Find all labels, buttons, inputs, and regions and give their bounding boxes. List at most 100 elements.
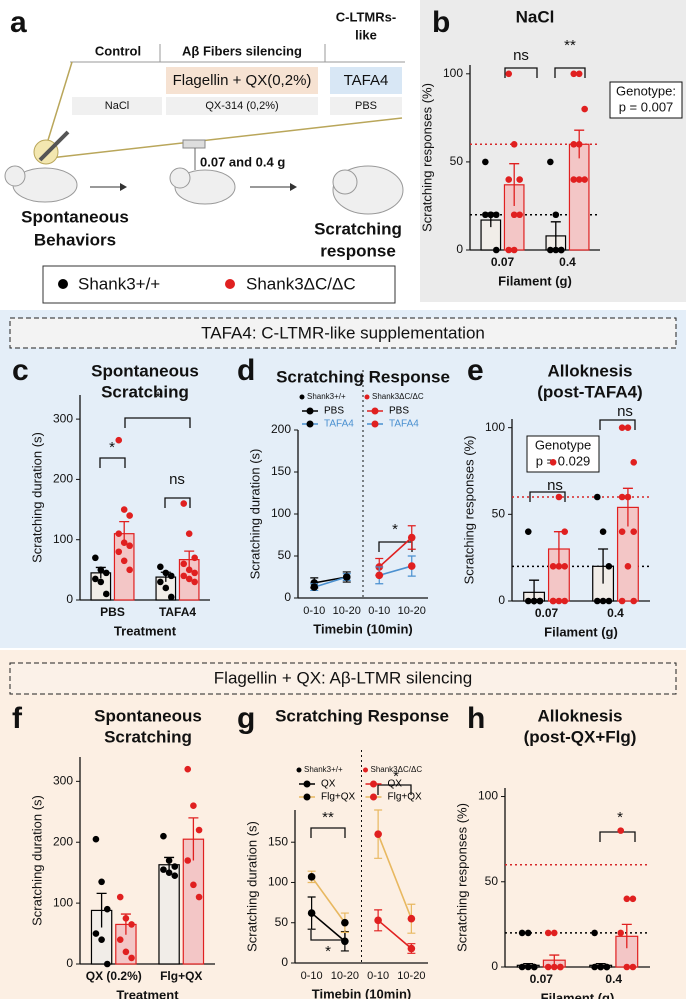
- data-point: [160, 832, 167, 840]
- data-point: [544, 963, 552, 971]
- significance-label: ns: [169, 471, 185, 488]
- data-point: [122, 948, 130, 956]
- x-axis-label: Filament (g): [544, 624, 618, 639]
- legend-group: Shank3+/+: [307, 392, 346, 401]
- line: [311, 912, 346, 942]
- data-point: [505, 176, 513, 183]
- data-point: [120, 557, 128, 565]
- significance-bracket: [529, 491, 566, 502]
- significance-bracket: [377, 784, 412, 795]
- zoom-line: [49, 117, 403, 159]
- control: NaCl: [105, 100, 129, 112]
- data-point: [597, 963, 604, 971]
- marker: [374, 916, 382, 925]
- x-tick-label: PBS: [100, 605, 125, 619]
- data-point: [191, 578, 198, 586]
- stat-text: p = 0.007: [619, 99, 674, 114]
- line: [377, 833, 413, 920]
- legend-marker: [306, 407, 314, 415]
- data-point: [630, 459, 638, 466]
- data-point: [516, 176, 523, 183]
- data-point: [98, 936, 105, 943]
- marker: [407, 533, 416, 542]
- data-point: [547, 158, 554, 166]
- data-point: [180, 560, 188, 568]
- data-point: [544, 929, 552, 937]
- marker: [341, 918, 349, 927]
- legend-group: Shank3ΔC/ΔC: [371, 765, 423, 774]
- error-bar: [549, 954, 560, 966]
- line: [378, 536, 413, 568]
- data-point: [510, 211, 518, 219]
- section-banner: [9, 662, 677, 695]
- chart-title: (post-TAFA4): [537, 382, 642, 401]
- data-point: [599, 528, 607, 535]
- marker: [375, 571, 384, 580]
- data-point: [618, 528, 626, 535]
- data-point: [552, 246, 560, 254]
- treatment: Flagellin + QX(0,2%): [173, 72, 312, 89]
- data-point: [190, 881, 197, 889]
- data-point: [510, 140, 518, 148]
- error-bar: [550, 221, 561, 250]
- x-tick-label: 0.4: [605, 972, 622, 986]
- legend-marker: [364, 394, 370, 400]
- x-axis-label: Timebin (10min): [313, 621, 412, 636]
- legend-marker: [303, 780, 311, 788]
- line: [314, 576, 347, 588]
- significance-label: *: [392, 521, 398, 538]
- data-point: [605, 563, 613, 570]
- data-point: [618, 597, 626, 605]
- significance-bracket: [124, 417, 191, 428]
- data-point: [623, 963, 631, 971]
- data-point: [524, 528, 532, 535]
- y-tick-label: 100: [53, 532, 73, 546]
- significance-bracket: [310, 827, 346, 838]
- x-tick-label: Flg+QX: [160, 969, 202, 983]
- data-point: [518, 929, 526, 937]
- legend-label: Flg+QX: [388, 792, 423, 803]
- legend-label: PBS: [389, 406, 409, 417]
- data-point: [618, 493, 626, 501]
- stat-text: Genotype: [535, 437, 591, 452]
- significance-label: *: [617, 809, 623, 826]
- marker: [307, 909, 316, 917]
- data-point: [128, 921, 135, 928]
- legend-group: Shank3+/+: [304, 765, 343, 774]
- header: like: [355, 27, 377, 42]
- data-point: [617, 827, 625, 834]
- legend-group: Shank3ΔC/ΔC: [372, 392, 424, 401]
- stat-text: p = 0.029: [536, 453, 591, 468]
- step-label: Spontaneous: [21, 207, 129, 226]
- control: PBS: [355, 100, 377, 112]
- data-point: [547, 246, 554, 254]
- schematic: a Control Aβ Fibers silencing C-LTMRs- l…: [4, 6, 405, 304]
- error-bar: [96, 892, 107, 928]
- data-point: [120, 506, 128, 513]
- marker: [407, 562, 416, 570]
- data-point: [184, 765, 192, 773]
- chart-title: Alloknesis: [547, 361, 632, 380]
- x-tick-label: 0-10: [368, 605, 390, 617]
- data-point: [561, 597, 569, 605]
- legend-marker: [371, 420, 379, 428]
- significance-label: *: [109, 439, 115, 456]
- legend-marker: [370, 780, 377, 788]
- data-point: [185, 530, 193, 537]
- data-point: [524, 963, 532, 971]
- y-tick-label: 0: [498, 593, 505, 607]
- error-bar: [598, 548, 609, 584]
- panel-label: a: [10, 6, 27, 39]
- stat-text: Genotype:: [616, 83, 676, 98]
- data-point: [191, 569, 198, 577]
- data-point: [126, 542, 133, 550]
- data-point: [97, 578, 105, 586]
- data-point: [555, 597, 563, 605]
- x-tick-label: 0-10: [303, 605, 325, 617]
- y-tick-label: 100: [53, 895, 73, 909]
- legend-marker: [58, 279, 68, 289]
- significance-bracket: [554, 67, 586, 78]
- data-point: [115, 548, 123, 556]
- data-point: [599, 597, 607, 605]
